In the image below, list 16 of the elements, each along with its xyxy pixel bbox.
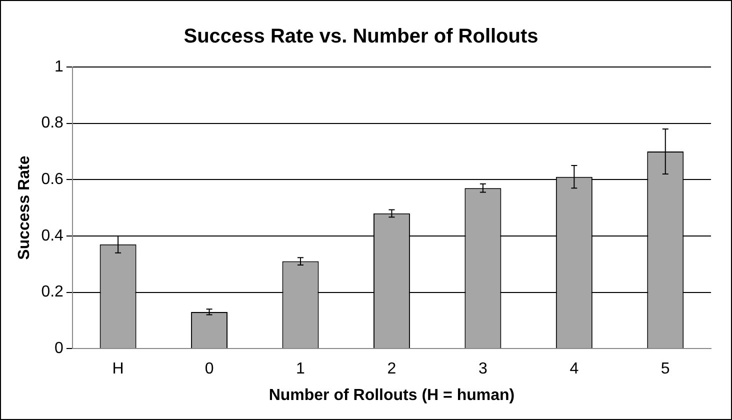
chart-title: Success Rate vs. Number of Rollouts (184, 26, 538, 48)
x-tick-label: 4 (570, 360, 579, 378)
x-tick-label: 1 (296, 360, 306, 378)
y-axis-title: Success Rate (16, 156, 34, 260)
y-tick-label: 0.4 (41, 227, 64, 244)
y-tick-label: 0.8 (41, 114, 64, 132)
x-tick-label: 2 (387, 360, 396, 378)
y-tick-label: 1 (54, 58, 64, 76)
y-tick-label: 0 (54, 340, 64, 358)
x-tick-label: H (112, 360, 124, 378)
y-tick-label: 0.2 (41, 284, 64, 301)
x-tick-label: 0 (204, 360, 214, 378)
x-axis-title: Number of Rollouts (H = human) (268, 386, 515, 404)
x-tick-label: 3 (478, 360, 488, 378)
y-tick-label: 0.6 (41, 171, 64, 188)
x-tick-label: 5 (660, 360, 670, 378)
